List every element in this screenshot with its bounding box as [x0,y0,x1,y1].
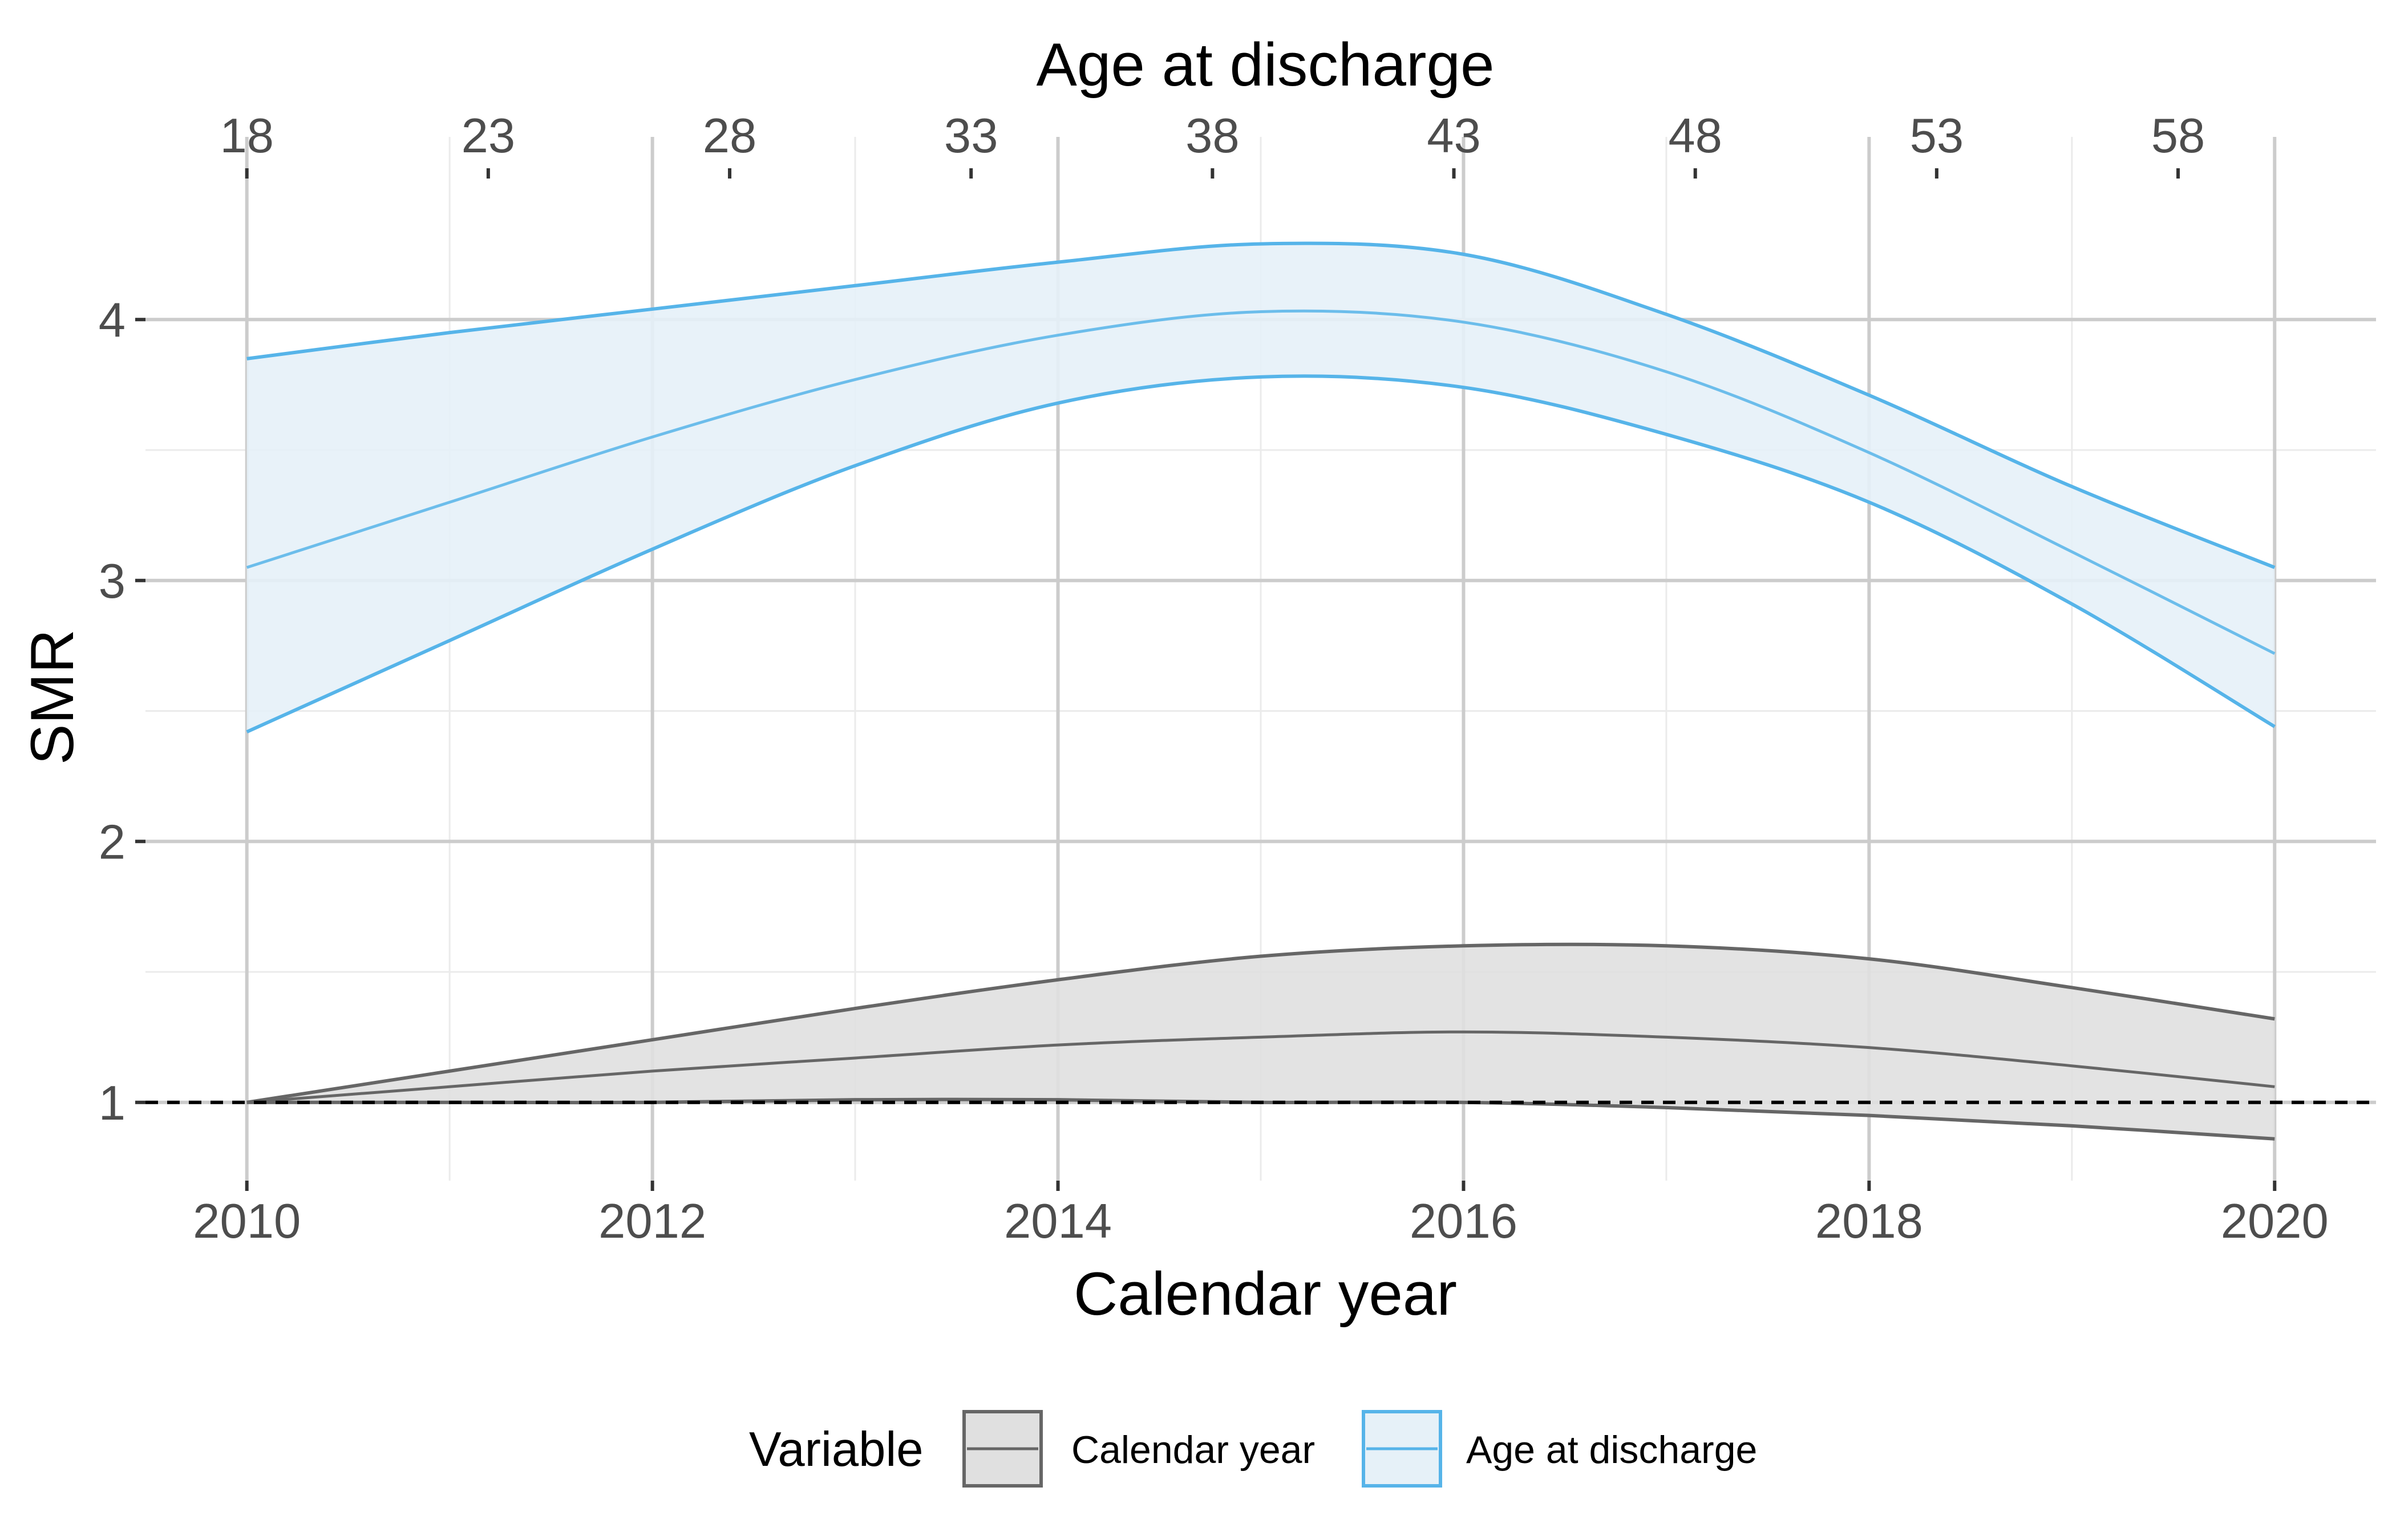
x2-tick-label: 33 [944,109,998,163]
x2-tick-label: 18 [220,109,274,163]
y-tick-label: 1 [99,1076,126,1130]
x2-tick-label: 48 [1668,109,1722,163]
x-tick-label: 2014 [1004,1194,1112,1249]
x-tick-label: 2018 [1815,1194,1923,1249]
x2-tick-label: 23 [462,109,516,163]
x2-tick-label: 58 [2151,109,2205,163]
y-axis-title: SMR [18,629,86,765]
x-axis-title: Calendar year [1074,1259,1457,1328]
legend-title: Variable [749,1423,924,1477]
x2-tick-label: 53 [1910,109,1964,163]
confidence-bands [246,243,2275,1139]
x2-tick-label: 43 [1427,109,1481,163]
y-tick-label: 4 [99,293,126,347]
upper-bound-line-age-at-discharge [246,241,2276,569]
confidence-band-calendar-year [246,944,2275,1139]
confidence-band-age-at-discharge [246,243,2275,732]
legend: Variable Calendar year Age at discharge [749,1410,1757,1488]
x2-tick-label: 28 [703,109,757,163]
x-tick-label: 2010 [193,1194,301,1249]
y-tick-label: 3 [99,554,126,609]
x-tick-label: 2012 [598,1194,706,1249]
legend-label-age-at-discharge: Age at discharge [1466,1428,1757,1472]
x2-tick-label: 38 [1185,109,1240,163]
x-tick-label: 2016 [1410,1194,1517,1249]
estimate-line-age-at-discharge [246,309,2276,655]
upper-bound-line-calendar-year [246,942,2275,1104]
x2-axis-title: Age at discharge [1036,30,1494,99]
legend-label-calendar-year: Calendar year [1071,1428,1315,1472]
estimate-line-calendar-year [246,1030,2275,1104]
x-tick-label: 2020 [2221,1194,2329,1249]
lower-bound-line-age-at-discharge [246,374,2276,733]
y-tick-label: 2 [99,815,126,869]
